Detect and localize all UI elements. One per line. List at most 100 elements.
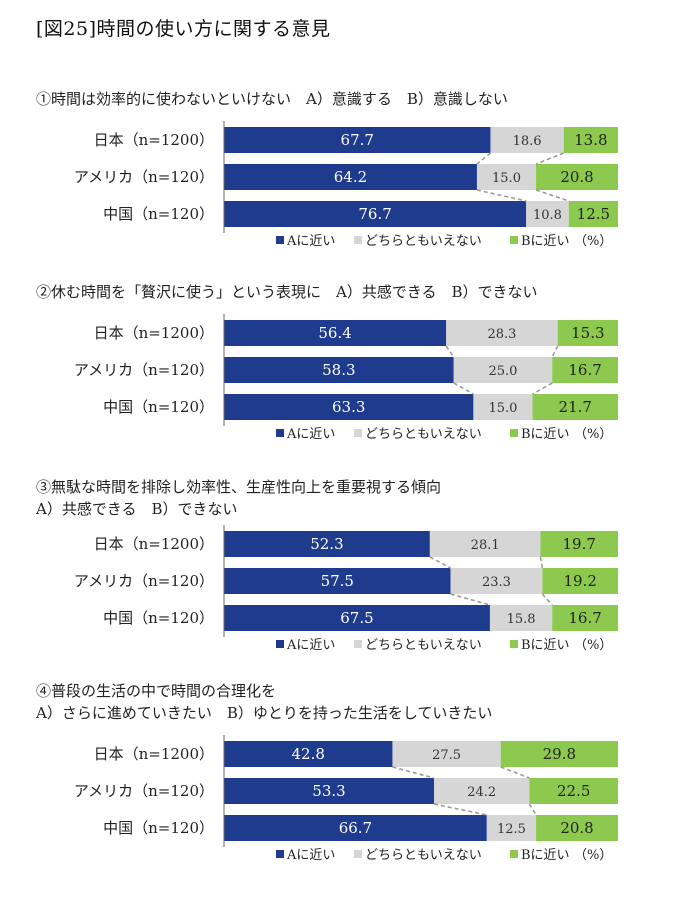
data-label: 15.0 bbox=[492, 171, 521, 186]
connector-line bbox=[433, 803, 487, 816]
bar-segment-a bbox=[224, 201, 527, 227]
data-label: 16.7 bbox=[568, 361, 601, 379]
data-label: 23.3 bbox=[482, 575, 511, 590]
bar-segment-a bbox=[224, 320, 447, 346]
category-label: 日本（n=1200） bbox=[94, 131, 214, 149]
category-label: アメリカ（n=120） bbox=[74, 782, 214, 800]
question-title-line: A）さらに進めていきたい B）ゆとりを持った生活をしていきたい bbox=[36, 704, 493, 722]
bar-segment-neutral bbox=[446, 320, 558, 346]
bar-segment-a bbox=[224, 815, 487, 841]
bar-segment-neutral bbox=[526, 201, 569, 227]
category-label: 中国（n=120） bbox=[103, 819, 214, 837]
data-label: 19.7 bbox=[563, 535, 596, 553]
data-label: 15.0 bbox=[488, 401, 517, 416]
legend-swatch bbox=[276, 429, 284, 437]
legend-item-b: Bに近い bbox=[521, 638, 570, 653]
bar-segment-neutral bbox=[476, 164, 537, 190]
data-label: 57.5 bbox=[321, 572, 354, 590]
bar-segment-b bbox=[542, 568, 618, 594]
data-label: 67.7 bbox=[341, 131, 374, 149]
data-label: 15.8 bbox=[507, 612, 536, 627]
connector-line bbox=[476, 152, 491, 165]
legend-swatch bbox=[354, 640, 362, 648]
legend-item-b: Bに近い bbox=[521, 234, 570, 249]
legend-swatch bbox=[276, 640, 284, 648]
bar-segment-neutral bbox=[392, 741, 501, 767]
connector-line bbox=[500, 766, 530, 779]
category-label: 日本（n=1200） bbox=[94, 324, 214, 342]
bar-segment-b bbox=[529, 778, 618, 804]
category-label: 中国（n=120） bbox=[103, 398, 214, 416]
legend-item-neutral: どちらともいえない bbox=[365, 848, 482, 863]
category-label: アメリカ（n=120） bbox=[74, 572, 214, 590]
bar-segment-a bbox=[224, 531, 430, 557]
bar-segment-neutral bbox=[450, 568, 543, 594]
data-label: 13.8 bbox=[574, 131, 607, 149]
bar-segment-a bbox=[224, 741, 393, 767]
chart-2: 56.4 28.3 15.3 日本（n=1200） 58.3 25.0 16.7 アメリカ（n… bbox=[74, 314, 618, 442]
bar-segment-a bbox=[224, 127, 491, 153]
data-label: 16.7 bbox=[568, 609, 601, 627]
data-label: 19.2 bbox=[563, 572, 596, 590]
bar-segment-b bbox=[563, 127, 618, 153]
legend-item-a: Aに近い bbox=[286, 234, 335, 249]
bar-segment-neutral bbox=[434, 778, 530, 804]
category-label: 中国（n=120） bbox=[103, 205, 214, 223]
bar-segment-a bbox=[224, 357, 454, 383]
chart-1: 67.7 18.6 13.8 日本（n=1200） 64.2 15.0 20.8 アメリカ（n… bbox=[74, 121, 618, 249]
category-label: アメリカ（n=120） bbox=[74, 168, 214, 186]
bar-segment-b bbox=[532, 394, 618, 420]
legend-item-b: Bに近い bbox=[521, 848, 570, 863]
bar-segment-b bbox=[540, 531, 618, 557]
connector-line bbox=[476, 189, 527, 202]
legend-unit: （%） bbox=[574, 638, 612, 653]
data-label: 20.8 bbox=[560, 819, 593, 837]
bar-segment-neutral bbox=[473, 394, 533, 420]
data-label: 64.2 bbox=[334, 168, 367, 186]
bar-segment-neutral bbox=[429, 531, 541, 557]
legend-swatch bbox=[510, 850, 518, 858]
category-label: アメリカ（n=120） bbox=[74, 361, 214, 379]
connector-line bbox=[535, 152, 564, 165]
bar-segment-neutral bbox=[486, 815, 537, 841]
question-title-line: ③無駄な時間を排除し効率性、生産性向上を重要視する傾向 bbox=[36, 478, 442, 496]
legend-item-a: Aに近い bbox=[286, 427, 335, 442]
legend-item-b: Bに近い bbox=[521, 427, 570, 442]
bar-segment-a bbox=[224, 394, 474, 420]
question-title-line: ②休む時間を「贅沢に使う」という表現に A）共感できる B）できない bbox=[36, 283, 538, 301]
data-label: 25.0 bbox=[488, 364, 517, 379]
page-title: [図25]時間の使い方に関する意見 bbox=[36, 18, 331, 40]
legend-item-neutral: どちらともいえない bbox=[365, 427, 482, 442]
legend-item-a: Aに近い bbox=[286, 638, 335, 653]
bar-segment-b bbox=[500, 741, 618, 767]
legend-unit: （%） bbox=[574, 234, 612, 249]
connector-line bbox=[535, 189, 570, 202]
data-label: 28.3 bbox=[487, 327, 516, 342]
question-title-line: ①時間は効率的に使わないといけない A）意識する B）意識しない bbox=[36, 90, 508, 108]
legend-swatch bbox=[276, 236, 284, 244]
bar-segment-a bbox=[224, 164, 477, 190]
question-title-1: ①時間は効率的に使わないといけない A）意識する B）意識しない bbox=[36, 88, 508, 110]
data-label: 58.3 bbox=[322, 361, 355, 379]
connector-line bbox=[429, 556, 451, 569]
data-label: 24.2 bbox=[467, 785, 496, 800]
legend-swatch bbox=[354, 850, 362, 858]
legend-item-neutral: どちらともいえない bbox=[365, 234, 482, 249]
bar-segment-b bbox=[536, 164, 618, 190]
legend-swatch bbox=[510, 640, 518, 648]
question-title-2: ②休む時間を「贅沢に使う」という表現に A）共感できる B）できない bbox=[36, 281, 538, 303]
data-label: 12.5 bbox=[577, 205, 610, 223]
bar-segment-b bbox=[568, 201, 618, 227]
chart-4: 42.8 27.5 29.8 日本（n=1200） 53.3 24.2 22.5 アメリカ（n… bbox=[74, 735, 618, 863]
legend-item-neutral: どちらともいえない bbox=[365, 638, 482, 653]
data-label: 63.3 bbox=[332, 398, 365, 416]
data-label: 10.8 bbox=[533, 208, 562, 223]
connector-line bbox=[539, 556, 544, 569]
data-label: 21.7 bbox=[559, 398, 592, 416]
bar-segment-b bbox=[557, 320, 618, 346]
connector-line bbox=[445, 345, 455, 358]
bar-segment-b bbox=[552, 357, 618, 383]
data-label: 29.8 bbox=[543, 745, 576, 763]
legend-swatch bbox=[354, 236, 362, 244]
data-label: 76.7 bbox=[358, 205, 391, 223]
